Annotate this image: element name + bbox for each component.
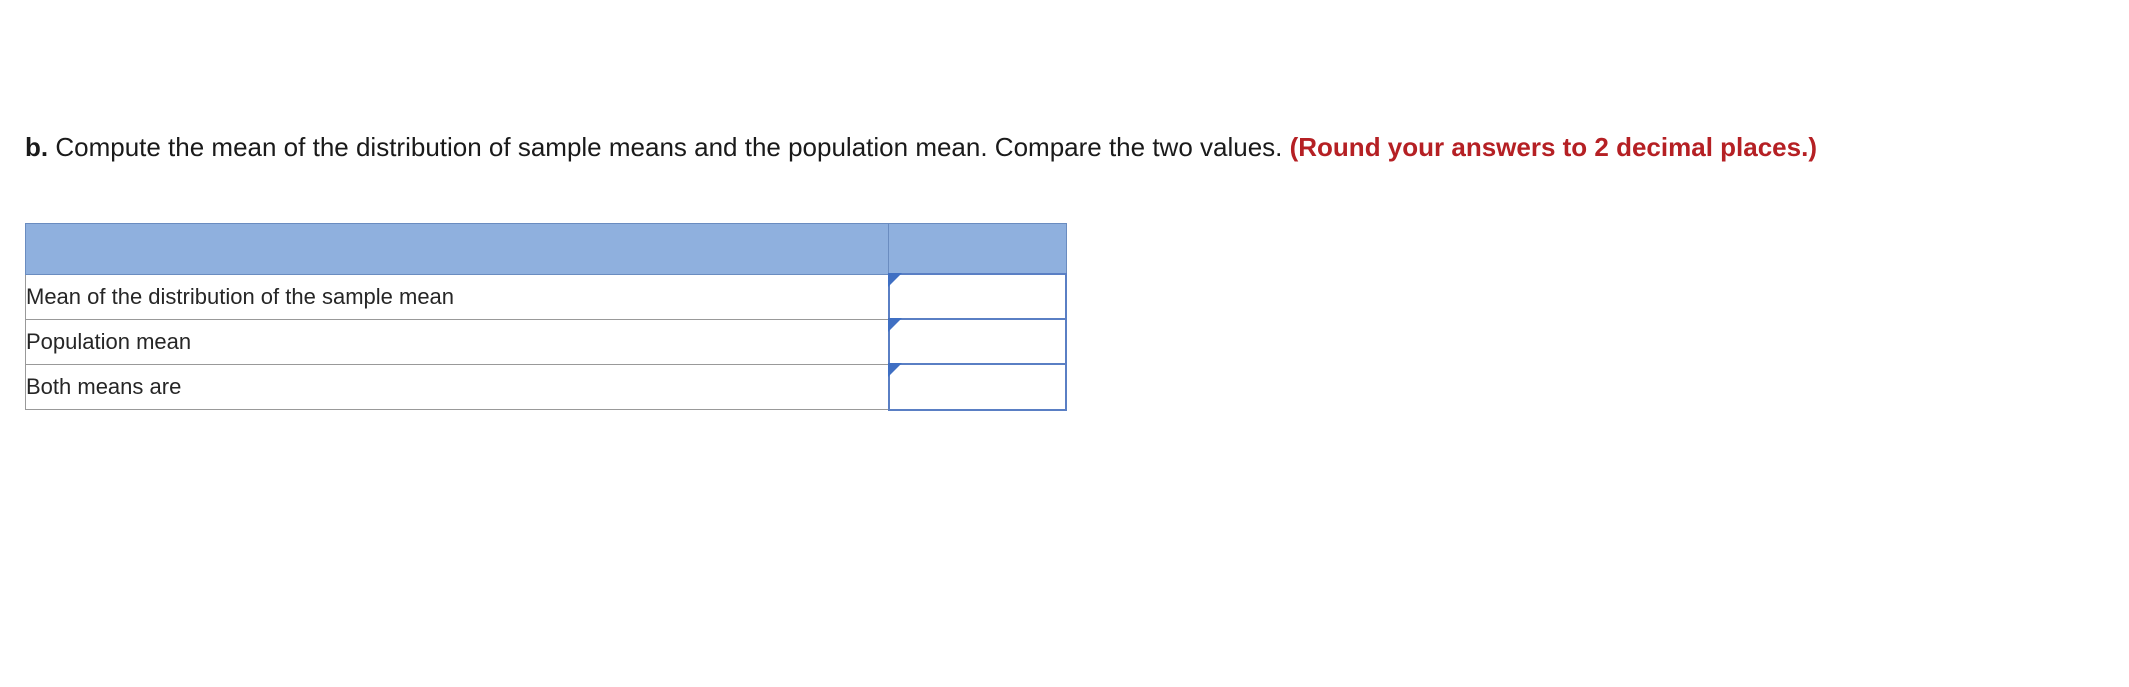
question-emphasis: (Round your answers to 2 decimal places.… [1290,132,1817,162]
table-header-blank-right [889,224,1067,275]
row-input-cell [889,275,1067,320]
population-mean-input[interactable] [890,320,1065,364]
mean-distribution-input[interactable] [890,275,1065,319]
input-flag-icon [888,363,902,377]
answer-input-frame [888,363,1067,411]
table-header-row [26,224,1067,275]
row-label: Population mean [26,320,889,365]
row-input-cell [889,320,1067,365]
input-flag-icon [888,318,902,332]
question-prompt: b. Compute the mean of the distribution … [25,130,2085,165]
answer-input-frame [888,318,1067,366]
answer-table: Mean of the distribution of the sample m… [25,223,1067,410]
question-body-text: Compute the mean of the distribution of … [48,132,1290,162]
question-part-label: b. [25,132,48,162]
row-label: Both means are [26,365,889,410]
table-row: Both means are [26,365,1067,410]
row-label: Mean of the distribution of the sample m… [26,275,889,320]
table-row: Population mean [26,320,1067,365]
row-input-cell [889,365,1067,410]
both-means-select[interactable] [890,365,1065,409]
answer-input-frame [888,273,1067,321]
input-flag-icon [888,273,902,287]
table-header-blank-left [26,224,889,275]
table-row: Mean of the distribution of the sample m… [26,275,1067,320]
